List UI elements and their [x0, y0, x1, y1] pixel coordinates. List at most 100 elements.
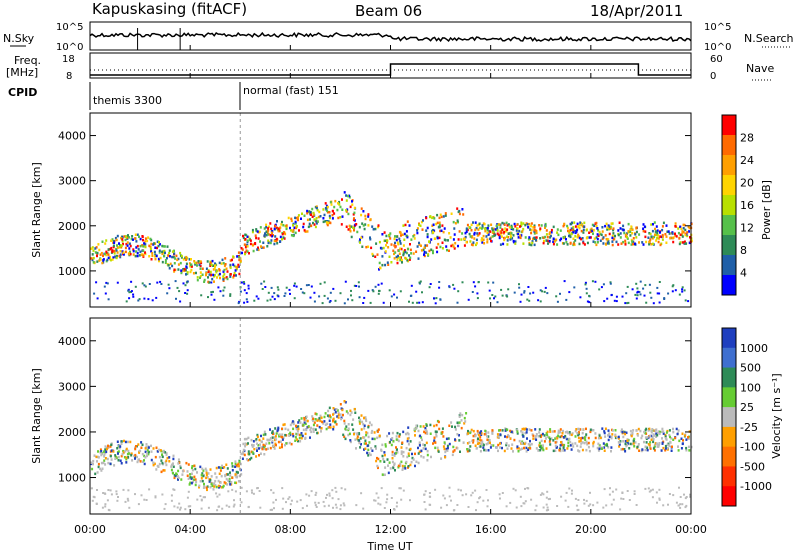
- heatmap-cell: [578, 226, 581, 230]
- heatmap-cell: [685, 446, 688, 450]
- heatmap-cell: [283, 423, 286, 426]
- heatmap-cell: [545, 503, 548, 506]
- heatmap-cell: [545, 509, 548, 512]
- heatmap-cell: [604, 242, 607, 246]
- heatmap-cell: [540, 224, 543, 227]
- heatmap-cell: [163, 469, 166, 472]
- heatmap-cell: [269, 508, 272, 511]
- heatmap-cell: [556, 437, 559, 440]
- heatmap-cell: [594, 280, 597, 283]
- heatmap-cell: [144, 252, 147, 256]
- heatmap-cell: [236, 463, 239, 467]
- heatmap-cell: [370, 447, 373, 450]
- heatmap-cell: [562, 236, 565, 239]
- heatmap-cell: [147, 298, 150, 301]
- heatmap-cell: [106, 282, 109, 285]
- heatmap-cell: [592, 240, 595, 243]
- heatmap-cell: [405, 446, 408, 450]
- heatmap-cell: [668, 444, 671, 448]
- heatmap-cell: [229, 483, 232, 486]
- heatmap-cell: [419, 224, 422, 227]
- heatmap-cell: [274, 442, 277, 446]
- heatmap-cell: [570, 222, 573, 226]
- heatmap-cell: [391, 460, 394, 464]
- heatmap-cell: [322, 422, 325, 425]
- heatmap-cell: [604, 443, 607, 447]
- heatmap-cell: [223, 286, 226, 289]
- heatmap-cell: [107, 298, 110, 301]
- heatmap-cell: [144, 245, 147, 249]
- heatmap-cell: [145, 499, 148, 501]
- heatmap-cell: [167, 283, 170, 286]
- heatmap-cell: [257, 248, 260, 252]
- heatmap-cell: [420, 244, 422, 247]
- heatmap-cell: [578, 450, 581, 453]
- heatmap-cell: [136, 455, 138, 459]
- heatmap-cell: [226, 483, 229, 486]
- heatmap-cell: [592, 232, 594, 235]
- heatmap-cell: [505, 442, 508, 445]
- heatmap-cell: [423, 246, 426, 249]
- heatmap-cell: [590, 227, 593, 231]
- heatmap-cell: [103, 252, 106, 256]
- heatmap-cell: [198, 486, 200, 489]
- heatmap-cell: [276, 286, 279, 289]
- heatmap-cell: [621, 430, 624, 434]
- heatmap-cell: [200, 473, 203, 477]
- heatmap-cell: [678, 242, 681, 246]
- x-tick-label: 08:00: [274, 523, 306, 536]
- heatmap-cell: [523, 446, 525, 450]
- heatmap-cell: [388, 432, 391, 435]
- heatmap-cell: [602, 242, 605, 245]
- heatmap-cell: [646, 446, 649, 449]
- heatmap-cell: [168, 460, 171, 463]
- heatmap-cell: [269, 234, 272, 237]
- heatmap-cell: [687, 225, 690, 228]
- heatmap-cell: [655, 239, 658, 242]
- heatmap-cell: [251, 443, 253, 447]
- heatmap-cell: [293, 297, 296, 300]
- heatmap-cell: [244, 442, 247, 445]
- heatmap-cell: [542, 236, 545, 239]
- heatmap-cell: [612, 232, 615, 235]
- heatmap-cell: [499, 442, 501, 445]
- heatmap-cell: [173, 270, 176, 273]
- heatmap-cell: [341, 215, 344, 218]
- heatmap-cell: [307, 225, 310, 229]
- heatmap-cell: [456, 504, 459, 506]
- heatmap-cell: [477, 228, 480, 231]
- heatmap-cell: [179, 261, 182, 265]
- heatmap-cell: [160, 283, 163, 285]
- heatmap-cell: [687, 437, 690, 440]
- heatmap-cell: [316, 419, 319, 422]
- heatmap-cell: [572, 242, 575, 246]
- heatmap-cell: [678, 237, 681, 240]
- heatmap-cell: [109, 247, 112, 251]
- heatmap-cell: [358, 422, 361, 425]
- heatmap-cell: [553, 240, 556, 243]
- heatmap-cell: [293, 282, 296, 285]
- heatmap-cell: [235, 266, 238, 269]
- heatmap-cell: [649, 291, 652, 294]
- heatmap-cell: [294, 222, 297, 225]
- heatmap-cell: [570, 448, 573, 451]
- heatmap-cell: [326, 297, 329, 300]
- heatmap-cell: [426, 235, 429, 239]
- heatmap-cell: [205, 476, 208, 480]
- heatmap-cell: [99, 467, 102, 471]
- heatmap-cell: [214, 264, 217, 267]
- heatmap-cell: [170, 465, 173, 468]
- heatmap-cell: [505, 505, 508, 508]
- heatmap-cell: [432, 223, 435, 226]
- heatmap-cell: [319, 215, 322, 218]
- heatmap-cell: [681, 241, 684, 244]
- heatmap-cell: [674, 436, 677, 440]
- heatmap-cell: [452, 238, 455, 241]
- heatmap-cell: [100, 452, 103, 456]
- heatmap-cell: [574, 435, 577, 438]
- heatmap-cell: [581, 436, 584, 440]
- heatmap-cell: [315, 217, 318, 220]
- heatmap-cell: [216, 509, 219, 512]
- heatmap-cell: [379, 503, 382, 506]
- heatmap-cell: [457, 290, 460, 293]
